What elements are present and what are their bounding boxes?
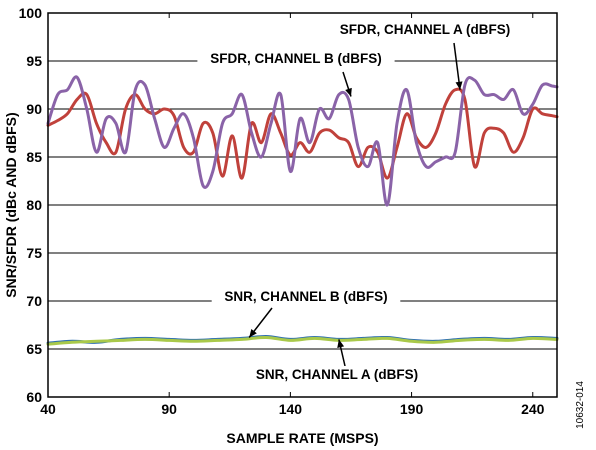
annotation-label: SNR, CHANNEL B (dBFS)	[224, 289, 387, 304]
annotation-label-bg	[211, 288, 401, 305]
data-series	[46, 75, 559, 346]
x-axis-label: SAMPLE RATE (MSPS)	[226, 430, 378, 446]
x-tick-label: 40	[40, 401, 56, 417]
annotation-label: SFDR, CHANNEL B (dBFS)	[210, 51, 382, 66]
series-line-1	[46, 87, 559, 180]
y-tick-labels: 60 65 70 75 80 85 90 95 100	[19, 5, 43, 405]
y-axis-label: SNR/SFDR (dBc AND dBFS)	[3, 112, 19, 297]
figure-id: 10632-014	[575, 381, 586, 429]
annotation-label: SFDR, CHANNEL A (dBFS)	[340, 22, 511, 37]
y-tick-label: 85	[26, 149, 42, 165]
y-tick-label: 75	[26, 245, 42, 261]
annotation-label-bg	[242, 366, 432, 383]
annotation-label: SNR, CHANNEL A (dBFS)	[256, 367, 418, 382]
annotation-label-bg	[197, 50, 395, 67]
y-tick-label: 95	[26, 53, 42, 69]
annotation-arrowhead	[249, 329, 257, 338]
y-tick-label: 90	[26, 101, 42, 117]
annotation-arrowhead	[345, 87, 352, 97]
x-tick-label: 190	[400, 401, 424, 417]
x-tick-labels: 40 90 140 190 240	[40, 401, 544, 417]
x-tick-label: 140	[279, 401, 303, 417]
x-tick-label: 90	[161, 401, 177, 417]
series-line-4	[46, 335, 559, 346]
annotation-label-bg	[326, 21, 524, 38]
y-tick-label: 60	[26, 389, 42, 405]
x-tick-label: 240	[521, 401, 545, 417]
annotation-arrowhead	[455, 81, 463, 90]
y-tick-label: 70	[26, 293, 42, 309]
plot-frame	[47, 12, 558, 398]
y-tick-label: 80	[26, 197, 42, 213]
y-tick-label: 65	[26, 341, 42, 357]
annotations: SFDR, CHANNEL A (dBFS) SFDR, CHANNEL B (d…	[197, 21, 524, 383]
annotation-arrowhead	[337, 339, 345, 348]
y-tick-label: 100	[19, 5, 43, 21]
series-line-2	[46, 75, 559, 207]
